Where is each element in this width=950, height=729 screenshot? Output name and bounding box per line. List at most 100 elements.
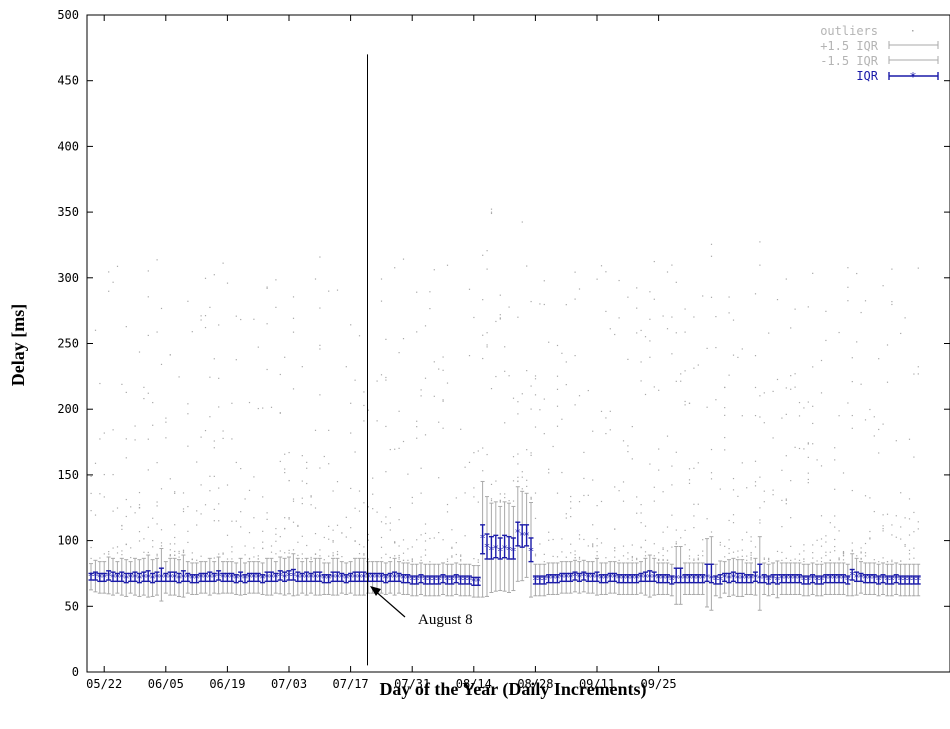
outlier-point bbox=[517, 453, 519, 455]
outlier-point bbox=[838, 558, 840, 560]
outlier-point bbox=[490, 212, 493, 215]
median-marker: * bbox=[339, 571, 345, 584]
outlier-point bbox=[878, 561, 880, 563]
outlier-point bbox=[319, 348, 321, 350]
outlier-point bbox=[279, 536, 281, 538]
median-marker: * bbox=[511, 545, 517, 558]
median-marker: * bbox=[480, 532, 486, 545]
outlier-point bbox=[350, 527, 352, 529]
outlier-point bbox=[913, 547, 915, 549]
outlier-point bbox=[860, 311, 862, 314]
median-marker: * bbox=[876, 574, 882, 587]
outlier-point bbox=[125, 498, 127, 501]
median-marker: * bbox=[260, 573, 266, 586]
outlier-point bbox=[226, 534, 229, 536]
outlier-point bbox=[842, 472, 845, 474]
outlier-point bbox=[402, 258, 405, 260]
outlier-point bbox=[869, 538, 871, 540]
outlier-point bbox=[631, 544, 633, 546]
outlier-point bbox=[543, 398, 545, 400]
outlier-point bbox=[812, 544, 814, 546]
outlier-point bbox=[464, 535, 466, 537]
outlier-point bbox=[644, 525, 647, 527]
outlier-point bbox=[684, 544, 686, 546]
outlier-point bbox=[873, 559, 875, 561]
median-marker: * bbox=[484, 541, 490, 554]
median-marker: * bbox=[150, 573, 156, 586]
legend-swatches: * bbox=[888, 30, 939, 84]
outlier-point bbox=[451, 529, 453, 531]
outlier-point bbox=[534, 375, 537, 377]
outlier-point bbox=[688, 479, 691, 481]
outlier-point bbox=[693, 527, 695, 529]
outlier-point bbox=[798, 447, 801, 450]
outlier-point bbox=[820, 561, 823, 563]
outlier-point bbox=[675, 541, 677, 543]
outlier-point bbox=[152, 517, 154, 519]
outlier-point bbox=[614, 528, 616, 530]
x-tick-label: 07/03 bbox=[271, 677, 307, 691]
median-marker: * bbox=[330, 571, 336, 584]
outlier-point bbox=[710, 448, 713, 451]
outlier-point bbox=[407, 559, 409, 561]
outlier-point bbox=[631, 559, 633, 561]
median-marker: * bbox=[841, 573, 847, 586]
outlier-point bbox=[358, 543, 361, 546]
outlier-point bbox=[121, 528, 123, 530]
outlier-point bbox=[732, 354, 735, 356]
outlier-point bbox=[556, 405, 559, 407]
outlier-point bbox=[512, 397, 515, 399]
outlier-point bbox=[226, 558, 229, 560]
outlier-point bbox=[622, 545, 625, 547]
outlier-point bbox=[363, 391, 365, 393]
outlier-point bbox=[834, 459, 836, 461]
outlier-point bbox=[715, 346, 717, 349]
median-marker: * bbox=[159, 571, 165, 584]
outlier-point bbox=[724, 556, 726, 558]
outlier-point bbox=[697, 462, 699, 464]
outlier-point bbox=[306, 482, 308, 485]
outlier-point bbox=[658, 389, 660, 391]
outlier-point bbox=[367, 506, 369, 508]
outlier-point bbox=[693, 515, 695, 517]
outlier-point bbox=[424, 554, 427, 556]
outlier-point bbox=[222, 430, 224, 432]
outlier-point bbox=[372, 508, 374, 510]
outlier-point bbox=[328, 555, 330, 557]
outlier-point bbox=[592, 524, 594, 526]
median-marker: * bbox=[194, 573, 200, 586]
outlier-point bbox=[719, 488, 721, 490]
outlier-point bbox=[900, 538, 902, 540]
outlier-point bbox=[728, 519, 730, 522]
outlier-point bbox=[763, 557, 765, 559]
outlier-point bbox=[328, 429, 330, 431]
outlier-point bbox=[275, 527, 277, 530]
outlier-point bbox=[328, 463, 330, 465]
outlier-point bbox=[556, 388, 559, 390]
median-marker: * bbox=[915, 574, 921, 587]
outlier-point bbox=[178, 550, 180, 553]
outlier-point bbox=[820, 557, 823, 559]
outlier-point bbox=[671, 484, 673, 486]
outlier-point bbox=[644, 555, 647, 557]
outlier-point bbox=[552, 555, 554, 557]
outlier-point bbox=[231, 438, 233, 440]
outlier-point bbox=[257, 558, 259, 560]
outlier-point bbox=[138, 540, 141, 542]
outlier-point bbox=[662, 548, 664, 551]
outlier-point bbox=[147, 334, 149, 337]
median-marker: * bbox=[603, 573, 609, 586]
median-marker: * bbox=[665, 573, 671, 586]
outlier-point bbox=[825, 310, 827, 312]
outlier-point bbox=[266, 368, 268, 371]
outlier-point bbox=[262, 541, 264, 543]
median-marker: * bbox=[418, 573, 424, 586]
outlier-point bbox=[895, 440, 897, 442]
outlier-point bbox=[913, 456, 915, 458]
outlier-point bbox=[99, 382, 101, 385]
outlier-point bbox=[864, 300, 867, 302]
median-marker: * bbox=[805, 574, 811, 587]
outlier-point bbox=[578, 538, 581, 540]
outlier-point bbox=[191, 552, 193, 554]
median-marker: * bbox=[766, 574, 772, 587]
